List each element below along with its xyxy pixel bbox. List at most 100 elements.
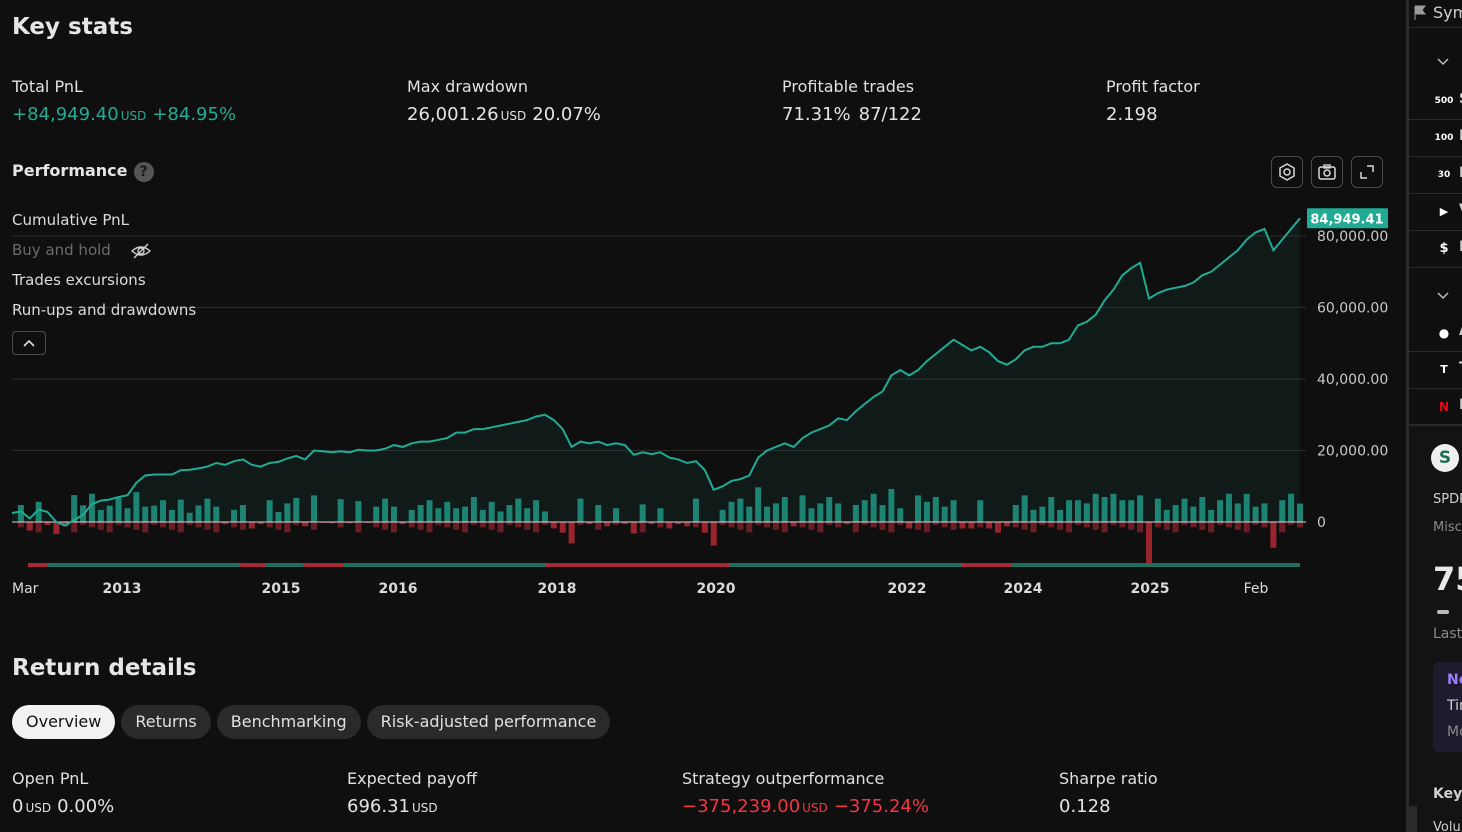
runup-bar bbox=[142, 506, 149, 522]
x-tick-label: 2025 bbox=[1131, 581, 1170, 597]
news-card[interactable]: Ne Tin Mo bbox=[1433, 662, 1462, 752]
y-tick-label: 80,000.00 bbox=[1317, 229, 1388, 245]
watchlist-item[interactable]: ▶ V bbox=[1409, 194, 1462, 231]
drawdown-bar bbox=[719, 522, 726, 525]
timeline-drawdown-segment bbox=[546, 563, 729, 567]
legend-cumulative-pnl[interactable]: Cumulative PnL bbox=[12, 211, 130, 229]
runup-bar bbox=[737, 498, 744, 522]
stat-unit: USD bbox=[25, 801, 52, 815]
fullscreen-button[interactable] bbox=[1351, 156, 1383, 188]
x-tick-label: 2013 bbox=[103, 581, 142, 597]
drawdown-bar bbox=[275, 522, 282, 530]
watchlist-item[interactable]: 500 S bbox=[1409, 83, 1462, 120]
stat-value: −375,239.00 bbox=[682, 796, 801, 817]
runup-bar bbox=[1225, 493, 1232, 522]
drawdown-bar bbox=[1074, 522, 1081, 525]
drawdown-bar bbox=[1119, 522, 1126, 528]
runup-bar bbox=[479, 509, 486, 522]
runup-bar bbox=[1137, 495, 1144, 522]
runup-bar bbox=[852, 505, 859, 522]
drawdown-bar bbox=[701, 522, 708, 533]
legend-runups-drawdowns[interactable]: Run-ups and drawdowns bbox=[12, 301, 197, 319]
watchlist-item[interactable]: N N bbox=[1409, 389, 1462, 426]
runup-bar bbox=[1279, 500, 1286, 522]
runup-bar bbox=[541, 511, 548, 522]
chevron-down-icon[interactable] bbox=[1437, 58, 1449, 66]
performance-title: Performance bbox=[12, 161, 128, 180]
stat-profit-factor: Profit factor 2.198 bbox=[1106, 77, 1200, 125]
drawdown-bar bbox=[1163, 522, 1170, 530]
tab-benchmarking[interactable]: Benchmarking bbox=[216, 705, 361, 739]
watchlist-item[interactable]: T T bbox=[1409, 352, 1462, 389]
runup-bar bbox=[186, 512, 193, 522]
runup-bar bbox=[808, 508, 815, 522]
legend-label: Buy and hold bbox=[12, 241, 111, 259]
help-icon[interactable]: ? bbox=[133, 161, 154, 182]
stat-label: Profit factor bbox=[1106, 77, 1200, 96]
stat-max-drawdown: Max drawdown 26,001.26 USD 20.07% bbox=[407, 77, 601, 125]
runup-bar bbox=[1154, 498, 1161, 522]
settings-button[interactable] bbox=[1271, 156, 1303, 188]
y-tick-label: 0 bbox=[1317, 515, 1326, 531]
runup-bar bbox=[1181, 498, 1188, 522]
drawdown-bar bbox=[630, 522, 637, 534]
expand-handle[interactable] bbox=[1409, 806, 1417, 832]
runup-bar bbox=[977, 500, 984, 522]
legend-buy-and-hold[interactable]: Buy and hold bbox=[12, 241, 152, 260]
runup-bar bbox=[1190, 506, 1197, 522]
watchlist-item[interactable]: 100 N bbox=[1409, 120, 1462, 157]
runup-bar bbox=[692, 498, 699, 522]
stat-extra: −375.24% bbox=[833, 796, 929, 817]
drawdown-bar bbox=[1270, 522, 1277, 548]
drawdown-bar bbox=[115, 522, 122, 525]
eye-off-icon[interactable] bbox=[130, 242, 152, 260]
runup-bar bbox=[799, 495, 806, 522]
drawdown-bar bbox=[168, 522, 175, 530]
drawdown-bar bbox=[1048, 522, 1055, 528]
tab-returns[interactable]: Returns bbox=[121, 705, 211, 739]
divider bbox=[1409, 27, 1462, 28]
runup-bar bbox=[177, 499, 184, 522]
tab-overview[interactable]: Overview bbox=[12, 705, 116, 739]
drawdown-bar bbox=[648, 522, 655, 525]
drawdown-bar bbox=[195, 522, 202, 528]
legend-trades-excursions[interactable]: Trades excursions bbox=[12, 271, 146, 289]
drawdown-bar bbox=[186, 522, 193, 525]
drawdown-bar bbox=[764, 522, 771, 528]
drawdown-bar bbox=[852, 522, 859, 533]
stat-open-pnl: Open PnL 0 USD 0.00% bbox=[12, 769, 114, 817]
watchlist-item[interactable]: 30 D bbox=[1409, 157, 1462, 194]
drawdown-bar bbox=[613, 522, 620, 525]
symbol-logo-icon: N bbox=[1438, 400, 1450, 414]
runup-bar bbox=[1012, 505, 1019, 522]
runup-bar bbox=[417, 505, 424, 522]
screenshot-button[interactable] bbox=[1311, 156, 1343, 188]
collapse-legend-button[interactable] bbox=[12, 331, 46, 355]
symbol-category: Misce bbox=[1433, 520, 1462, 535]
runup-bar bbox=[728, 501, 735, 522]
stat-unit: USD bbox=[802, 801, 828, 815]
drawdown-bar bbox=[550, 522, 557, 529]
drawdown-bar bbox=[35, 522, 42, 533]
runup-bar bbox=[1252, 506, 1259, 522]
runup-bar bbox=[755, 487, 762, 522]
symbol-text: D bbox=[1459, 165, 1462, 181]
watchlist-header[interactable]: Sym bbox=[1411, 2, 1462, 24]
watchlist-item[interactable]: $ D bbox=[1409, 231, 1462, 268]
runup-bar bbox=[533, 500, 540, 522]
timeline-drawdown-segment bbox=[28, 563, 48, 567]
stat-extra: 87/122 bbox=[858, 104, 922, 125]
drawdown-bar bbox=[213, 522, 220, 533]
watchlist-item[interactable]: ● A bbox=[1409, 315, 1462, 352]
symbol-logo-icon: T bbox=[1440, 363, 1448, 376]
runup-bar bbox=[462, 506, 469, 522]
runup-bar bbox=[923, 501, 930, 522]
drawdown-bar bbox=[453, 522, 460, 530]
chevron-down-icon[interactable] bbox=[1437, 292, 1449, 300]
tab-risk-adjusted[interactable]: Risk-adjusted performance bbox=[366, 705, 611, 739]
watchlist-title: Sym bbox=[1433, 3, 1462, 22]
drawdown-bar bbox=[1083, 522, 1090, 528]
drawdown-bar bbox=[328, 522, 335, 524]
runup-bar bbox=[435, 508, 442, 522]
drawdown-bar bbox=[17, 522, 24, 528]
